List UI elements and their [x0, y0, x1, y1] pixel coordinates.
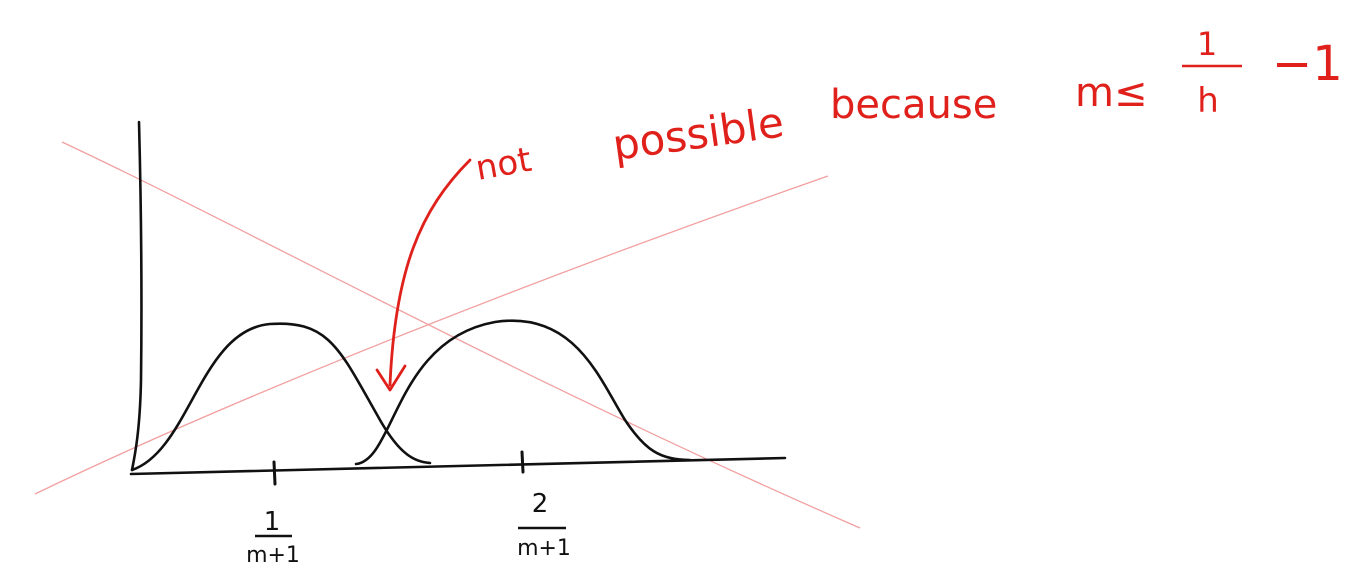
cross-out-lines — [34, 141, 861, 529]
cross-out-line-ascending — [34, 175, 829, 495]
tick-marks — [272, 450, 525, 486]
annotation-word-possible: possible — [610, 97, 787, 169]
annotation-arrow-shaft — [388, 158, 472, 387]
tick-mark-2 — [520, 450, 525, 474]
annotation-word-because: because — [830, 82, 997, 128]
tick-label-2: 2 m+1 — [517, 489, 571, 561]
bump-curve-left — [130, 322, 432, 472]
bump-curve-right — [354, 319, 692, 466]
annotation-arrow — [375, 158, 472, 392]
tick-mark-1 — [272, 460, 277, 486]
annotation-word-not: not — [473, 140, 535, 189]
annotation-condition-rhs: −1 — [1272, 36, 1343, 92]
annotation-fraction-denominator: h — [1197, 81, 1219, 121]
axes — [129, 120, 787, 476]
bump-curves — [130, 319, 692, 472]
annotation-fraction-numerator: 1 — [1197, 25, 1217, 63]
tick-label-1-denominator: m+1 — [246, 543, 300, 568]
x-axis — [129, 456, 787, 476]
y-axis — [130, 120, 143, 472]
tick-label-1-numerator: 1 — [264, 507, 281, 537]
tick-label-2-numerator: 2 — [532, 489, 549, 519]
tick-label-2-denominator: m+1 — [517, 536, 571, 561]
annotation-arrow-head — [375, 364, 407, 392]
annotation-condition-lhs: m≤ — [1075, 70, 1147, 116]
cross-out-line-descending — [61, 141, 861, 529]
tick-label-1: 1 m+1 — [246, 507, 300, 568]
annotation-text: not possible because m≤ 1 h −1 — [473, 25, 1343, 189]
